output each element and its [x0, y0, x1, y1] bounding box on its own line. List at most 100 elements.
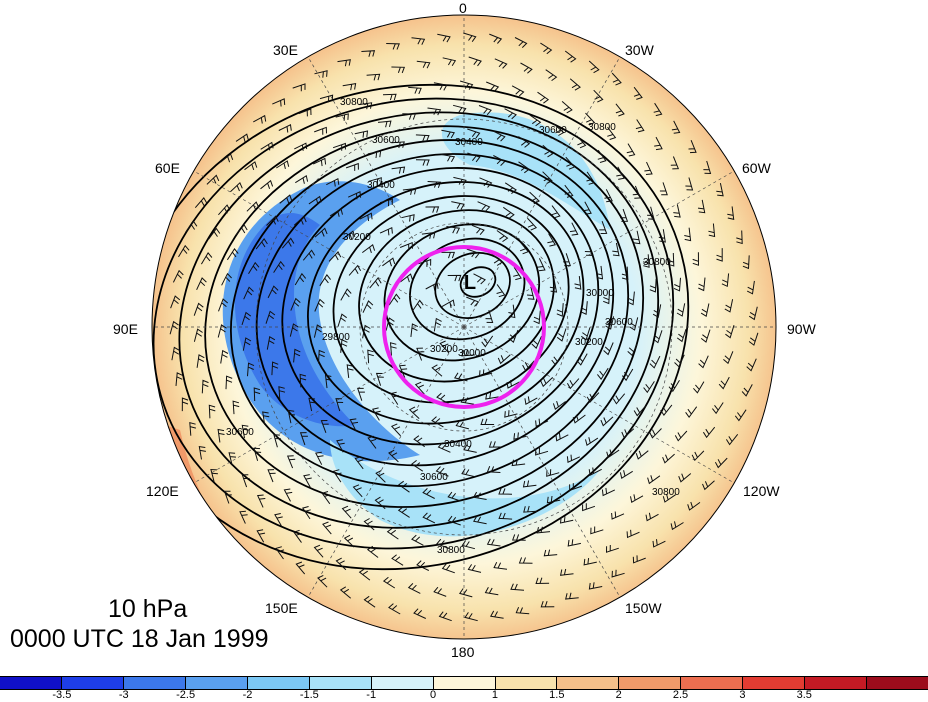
wind-barb [583, 201, 592, 215]
wind-barb [496, 230, 509, 243]
wind-barb [436, 538, 450, 549]
wind-barb [335, 113, 349, 121]
wind-barb [461, 349, 475, 357]
wind-barb [513, 432, 527, 440]
wind-barb [542, 144, 554, 158]
wind-barb [343, 534, 355, 548]
wind-barb [247, 362, 255, 377]
wind-barb [566, 378, 580, 390]
wind-barb [281, 237, 295, 249]
contour-label: 30600 [226, 427, 254, 438]
lon-label-150w: 150W [625, 600, 662, 616]
wind-barb [649, 355, 661, 369]
wind-barb [463, 32, 477, 42]
wind-barb [540, 42, 553, 55]
wind-barb [652, 539, 666, 548]
wind-barb [523, 505, 537, 513]
wind-barb [659, 182, 668, 196]
wind-barb [515, 607, 530, 615]
wind-barb [287, 409, 296, 424]
wind-barb [708, 223, 716, 238]
wind-barb [433, 586, 447, 597]
meridian-line [307, 326, 465, 598]
wind-barb [468, 56, 482, 67]
wind-barb [411, 460, 424, 472]
wind-barb [518, 136, 531, 148]
wind-barb [256, 494, 266, 508]
wind-barb [217, 428, 225, 443]
colorbar-segment [619, 677, 682, 689]
wind-barb [294, 272, 307, 286]
wind-barb [727, 206, 735, 220]
vortex-highlight-circle [382, 245, 546, 409]
wind-barb [667, 252, 675, 267]
wind-barb [555, 432, 569, 442]
wind-barb [391, 141, 405, 149]
colorbar-tick-label: -1 [366, 689, 377, 701]
wind-barb [329, 208, 343, 217]
wind-barb [196, 354, 205, 368]
wind-barb [447, 274, 462, 282]
lon-label-60w: 60W [742, 160, 771, 176]
wind-barb [480, 418, 495, 425]
wind-barb [339, 586, 352, 599]
wind-barb [563, 253, 571, 267]
wind-barb [225, 375, 233, 390]
lon-label-90e: 90E [113, 321, 138, 337]
wind-barb [543, 549, 558, 557]
wind-barb [218, 298, 229, 312]
wind-barb [529, 191, 540, 205]
wind-barb [479, 177, 493, 188]
wind-barb [692, 252, 700, 266]
wind-barb [674, 354, 685, 368]
wind-barb [621, 266, 629, 281]
wind-barb [267, 285, 279, 299]
wind-barb [425, 282, 439, 291]
wind-barb [362, 300, 374, 313]
wind-barb [283, 488, 293, 502]
wind-barb [519, 241, 530, 255]
wind-barb [583, 558, 597, 566]
wind-barb [399, 241, 413, 251]
wind-barb [504, 410, 518, 418]
wind-barb [401, 214, 415, 222]
wind-barb [402, 113, 417, 120]
wind-barb [546, 469, 560, 477]
wind-barb [171, 346, 180, 361]
wind-barb [508, 329, 519, 344]
wind-barb [341, 505, 352, 519]
wind-barb [388, 449, 399, 463]
wind-barb [391, 66, 406, 74]
meridian-line [463, 326, 621, 598]
wind-barb [308, 195, 322, 205]
wind-barb [367, 150, 382, 159]
wind-barb [361, 50, 376, 57]
wind-barb [253, 114, 267, 124]
wind-barb [332, 142, 346, 151]
wind-barb [585, 437, 599, 446]
colorbar-tick-label: 0 [430, 689, 437, 701]
wind-barb [200, 252, 213, 265]
colorbar-tick-label: 1.5 [549, 689, 565, 701]
wind-barb [693, 381, 705, 394]
wind-barb [649, 278, 657, 293]
map-outline [151, 14, 777, 640]
contour-label: 30200 [575, 337, 603, 348]
wind-barb [336, 439, 345, 453]
wind-barb [527, 217, 538, 231]
wind-barb [564, 50, 577, 63]
wind-barb [208, 404, 216, 419]
wind-barb [458, 588, 473, 598]
wind-barb [379, 198, 393, 207]
wind-barb [452, 104, 467, 114]
wind-barb [670, 156, 680, 170]
pressure-level-caption: 10 hPa [108, 595, 188, 623]
contour-label: 30800 [652, 487, 680, 498]
wind-barb [314, 70, 328, 78]
wind-barb [293, 215, 307, 226]
wind-barb [627, 291, 635, 306]
colorbar-segment [371, 677, 434, 689]
wind-barb [298, 108, 312, 117]
colorbar-segment [0, 677, 62, 689]
